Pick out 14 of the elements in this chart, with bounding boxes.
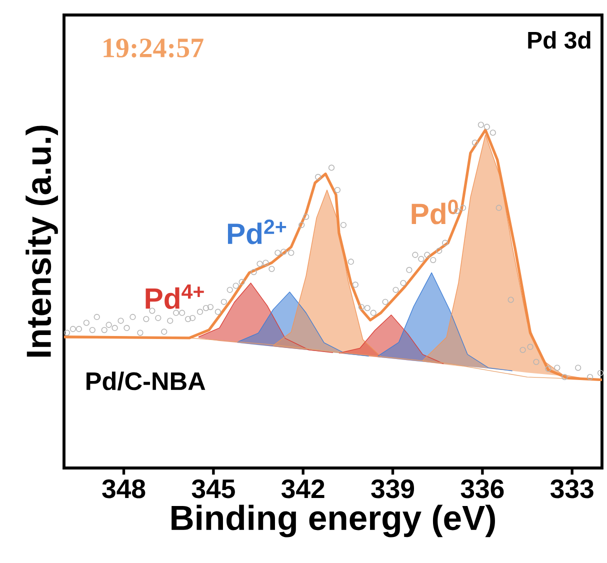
text: 19:24:57: [104, 38, 204, 58]
x-tick-label: 336: [460, 479, 504, 498]
x-tick-label: 345: [192, 479, 235, 498]
series-label: Pd$^{4+}$: [146, 284, 204, 309]
series-label: Pd$^{2+}$: [228, 220, 286, 244]
x-tick-label: 342: [281, 479, 324, 498]
text: Pd$^{0}$: [412, 200, 458, 224]
x-tick-label: 339: [371, 479, 414, 498]
x-axis-title: Binding energy (eV): [172, 504, 495, 538]
x-tick-label: 348: [102, 479, 146, 498]
text: Pd 3d: [528, 31, 590, 49]
y-axis-title: Intensity (a.u.): [26, 126, 58, 357]
annotation: Pd/C-NBA: [86, 372, 206, 390]
x-tick-label: 333: [550, 479, 594, 498]
